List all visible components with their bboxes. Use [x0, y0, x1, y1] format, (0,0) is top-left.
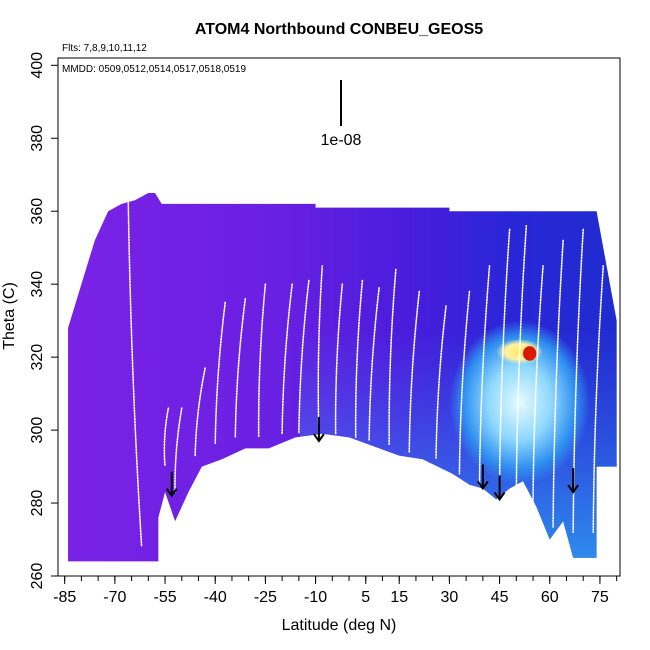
x-tick-label: 60 — [541, 589, 559, 606]
track-profile-20 — [532, 265, 544, 504]
track-profile-3 — [194, 367, 206, 457]
chart-title: ATOM4 Northbound CONBEU_GEOS5 — [195, 21, 483, 38]
track-profile-7 — [281, 283, 293, 435]
arrow-head — [165, 488, 178, 498]
x-axis: -85 -70 -55 -40 -25 -10 5 15 30 45 60 75 — [53, 576, 618, 606]
track-profile-5 — [234, 297, 247, 439]
arrow-head — [313, 433, 325, 443]
y-tick-label: 260 — [29, 563, 46, 590]
track-profile-1 — [163, 407, 170, 468]
track-profile-23 — [592, 265, 605, 534]
arrow-4 — [567, 468, 579, 494]
arrow-3 — [493, 475, 506, 502]
x-tick-label: 5 — [361, 589, 370, 606]
x-tick-label: 15 — [390, 589, 408, 606]
x-tick-label: 30 — [440, 589, 458, 606]
x-tick-label: 75 — [591, 589, 609, 606]
track-profile-16 — [458, 290, 471, 475]
track-profile-15 — [435, 305, 447, 461]
track-profile-11 — [354, 279, 364, 439]
y-tick-label: 360 — [29, 198, 46, 225]
y-tick-label: 280 — [29, 490, 46, 517]
y-axis-label: Theta (C) — [1, 282, 18, 350]
track-profile-6 — [257, 283, 267, 439]
y-tick-label: 300 — [29, 417, 46, 444]
arrow-markers — [165, 417, 579, 502]
arrow-2 — [477, 464, 489, 491]
y-axis: 260 280 300 320 340 360 380 400 — [29, 52, 58, 590]
x-tick-label: -25 — [254, 589, 277, 606]
x-axis-label: Latitude (deg N) — [282, 617, 397, 634]
y-tick-label: 320 — [29, 344, 46, 371]
plot-frame — [57, 57, 621, 577]
cyan-region — [449, 320, 590, 485]
arrow-head — [477, 480, 489, 491]
track-profile-21 — [552, 239, 564, 530]
track-profile-0 — [127, 199, 143, 548]
scale-bar-label: 1e-08 — [321, 132, 362, 149]
arrow-0 — [165, 471, 178, 498]
track-profile-13 — [388, 268, 397, 446]
track-profile-9 — [317, 265, 324, 439]
red-spot — [522, 346, 537, 361]
track-profile-17 — [478, 265, 491, 486]
track-profile-14 — [408, 290, 421, 453]
track-profile-8 — [298, 279, 310, 435]
track-profile-12 — [368, 287, 380, 442]
dates-annotation: MMDD: 0509,0512,0514,0517,0518,0519 — [62, 64, 246, 75]
arrow-head — [567, 484, 579, 494]
track-profile-10 — [334, 283, 344, 435]
y-tick-label: 380 — [29, 125, 46, 152]
y-tick-label: 400 — [29, 52, 46, 79]
track-profile-2 — [174, 407, 183, 493]
flights-annotation: Flts: 7,8,9,10,11,12 — [62, 43, 147, 54]
x-tick-label: -85 — [53, 589, 76, 606]
y-tick-label: 340 — [29, 271, 46, 298]
x-tick-label: -10 — [304, 589, 327, 606]
track-profile-18 — [498, 228, 511, 490]
track-profile-19 — [515, 225, 528, 497]
arrow-1 — [313, 417, 325, 443]
arrow-head — [493, 491, 506, 502]
x-tick-label: -40 — [204, 589, 227, 606]
x-tick-label: -55 — [153, 589, 176, 606]
track-profile-4 — [214, 301, 227, 446]
x-tick-label: 45 — [491, 589, 509, 606]
x-tick-label: -70 — [103, 589, 126, 606]
